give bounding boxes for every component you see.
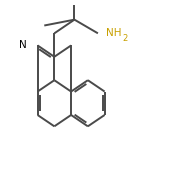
Text: N: N bbox=[19, 40, 27, 50]
Text: NH: NH bbox=[106, 28, 122, 38]
Text: 2: 2 bbox=[122, 34, 128, 43]
